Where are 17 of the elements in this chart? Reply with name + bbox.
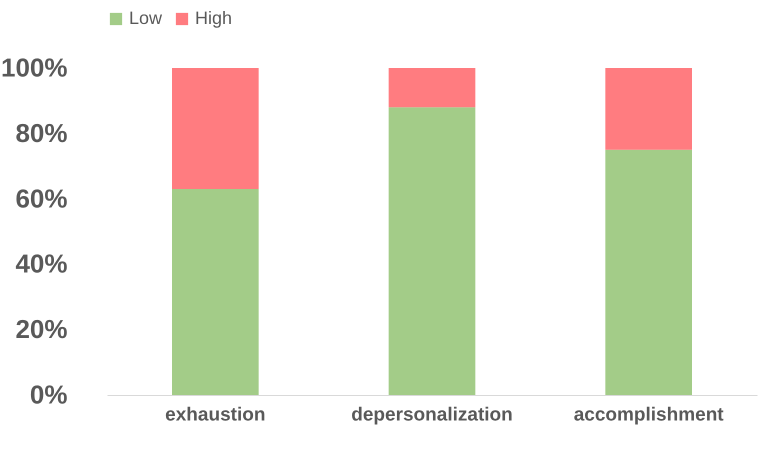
x-tick-label: depersonalization [351, 404, 513, 426]
y-tick-label: 0% [30, 380, 68, 410]
bar [605, 150, 692, 395]
x-tick-label: accomplishment [574, 404, 724, 426]
y-tick-label: 40% [15, 248, 68, 279]
bar [172, 188, 259, 395]
bar [605, 68, 692, 150]
legend-label: High [195, 8, 232, 28]
y-tick-label: 100% [1, 52, 68, 82]
legend-label: Low [129, 8, 164, 28]
y-tick-label: 60% [15, 183, 68, 214]
y-tick-label: 20% [15, 314, 68, 344]
y-tick-label: 80% [15, 118, 68, 148]
bar [172, 68, 259, 189]
bar [388, 107, 476, 395]
x-tick-label: exhaustion [165, 404, 266, 426]
bar [388, 68, 476, 108]
